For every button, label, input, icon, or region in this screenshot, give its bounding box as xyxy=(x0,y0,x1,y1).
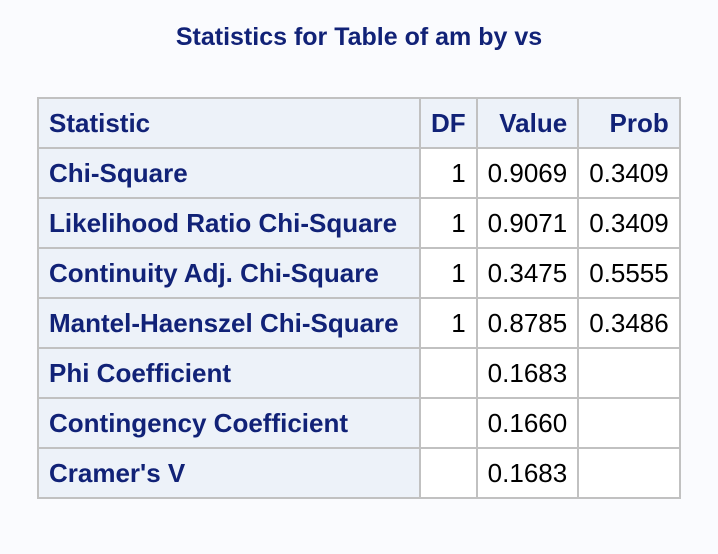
value-cell: 0.9069 xyxy=(475,147,580,199)
df-cell: 1 xyxy=(419,197,478,249)
table-row: Contingency Coefficient 0.1660 xyxy=(37,397,681,449)
header-row: Statistic DF Value Prob xyxy=(37,97,681,149)
value-cell: 0.9071 xyxy=(475,197,580,249)
statistic-cell: Likelihood Ratio Chi-Square xyxy=(37,197,421,249)
prob-cell: 0.3409 xyxy=(577,147,681,199)
value-cell: 0.1683 xyxy=(475,347,580,399)
statistic-cell: Mantel-Haenszel Chi-Square xyxy=(37,297,421,349)
prob-cell xyxy=(577,397,681,449)
prob-cell: 0.3486 xyxy=(577,297,681,349)
value-cell: 0.3475 xyxy=(475,247,580,299)
table-row: Likelihood Ratio Chi-Square 1 0.9071 0.3… xyxy=(37,197,681,249)
prob-cell xyxy=(577,347,681,399)
df-cell: 1 xyxy=(419,297,478,349)
df-cell xyxy=(419,397,478,449)
statistic-cell: Chi-Square xyxy=(37,147,421,199)
table-row: Cramer's V 0.1683 xyxy=(37,447,681,499)
statistic-cell: Phi Coefficient xyxy=(37,347,421,399)
statistic-cell: Contingency Coefficient xyxy=(37,397,421,449)
prob-cell xyxy=(577,447,681,499)
df-cell: 1 xyxy=(419,247,478,299)
table-title: Statistics for Table of am by vs xyxy=(175,23,543,51)
column-header-statistic: Statistic xyxy=(37,97,421,149)
column-header-value: Value xyxy=(475,97,580,149)
value-cell: 0.1683 xyxy=(475,447,580,499)
statistic-cell: Continuity Adj. Chi-Square xyxy=(37,247,421,299)
column-header-df: DF xyxy=(419,97,478,149)
df-cell: 1 xyxy=(419,147,478,199)
table-row: Continuity Adj. Chi-Square 1 0.3475 0.55… xyxy=(37,247,681,299)
df-cell xyxy=(419,347,478,399)
value-cell: 0.1660 xyxy=(475,397,580,449)
df-cell xyxy=(419,447,478,499)
prob-cell: 0.5555 xyxy=(577,247,681,299)
prob-cell: 0.3409 xyxy=(577,197,681,249)
table-row: Mantel-Haenszel Chi-Square 1 0.8785 0.34… xyxy=(37,297,681,349)
statistic-cell: Cramer's V xyxy=(37,447,421,499)
column-header-prob: Prob xyxy=(577,97,681,149)
table-row: Phi Coefficient 0.1683 xyxy=(37,347,681,399)
value-cell: 0.8785 xyxy=(475,297,580,349)
table-row: Chi-Square 1 0.9069 0.3409 xyxy=(37,147,681,199)
statistics-table: Statistic DF Value Prob Chi-Square 1 0.9… xyxy=(37,97,681,499)
